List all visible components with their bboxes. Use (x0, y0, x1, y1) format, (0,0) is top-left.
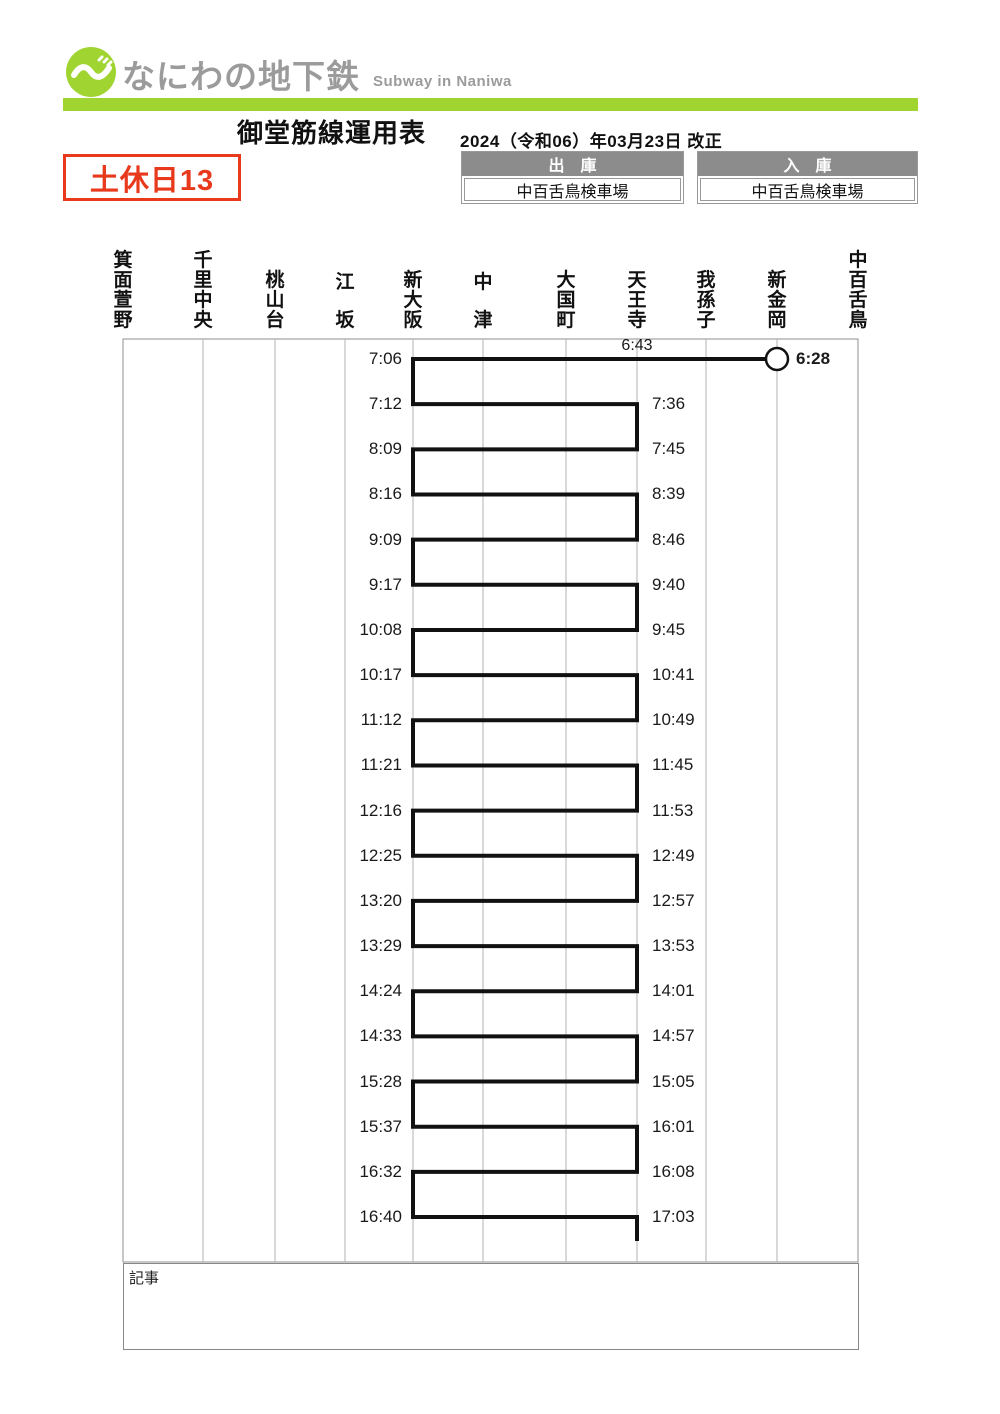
logo-subtitle: Subway in Naniwa (373, 73, 512, 90)
diagram-frame (122, 338, 859, 1263)
naniwa-subway-logo-icon (66, 47, 116, 97)
train-path (411, 357, 777, 1242)
depot-out-value: 中百舌鳥検車場 (464, 178, 681, 201)
depot-in-header: 入 庫 (698, 152, 917, 177)
revision-date: 2024（令和06）年03月23日 改正 (460, 132, 723, 151)
green-divider (63, 98, 918, 111)
logo-text: なにわの地下鉄 (122, 58, 360, 95)
start-depot-circle (764, 346, 790, 372)
notes-box: 記事 (123, 1263, 859, 1350)
duty-badge: 土休日13 (63, 154, 241, 201)
page-title: 御堂筋線運用表 (237, 118, 427, 148)
depot-in-table: 入 庫 中百舌鳥検車場 (697, 151, 918, 204)
depot-out-table: 出 庫 中百舌鳥検車場 (461, 151, 684, 204)
depot-in-value: 中百舌鳥検車場 (700, 178, 915, 201)
notes-label: 記事 (129, 1270, 160, 1287)
depot-out-header: 出 庫 (462, 152, 683, 177)
